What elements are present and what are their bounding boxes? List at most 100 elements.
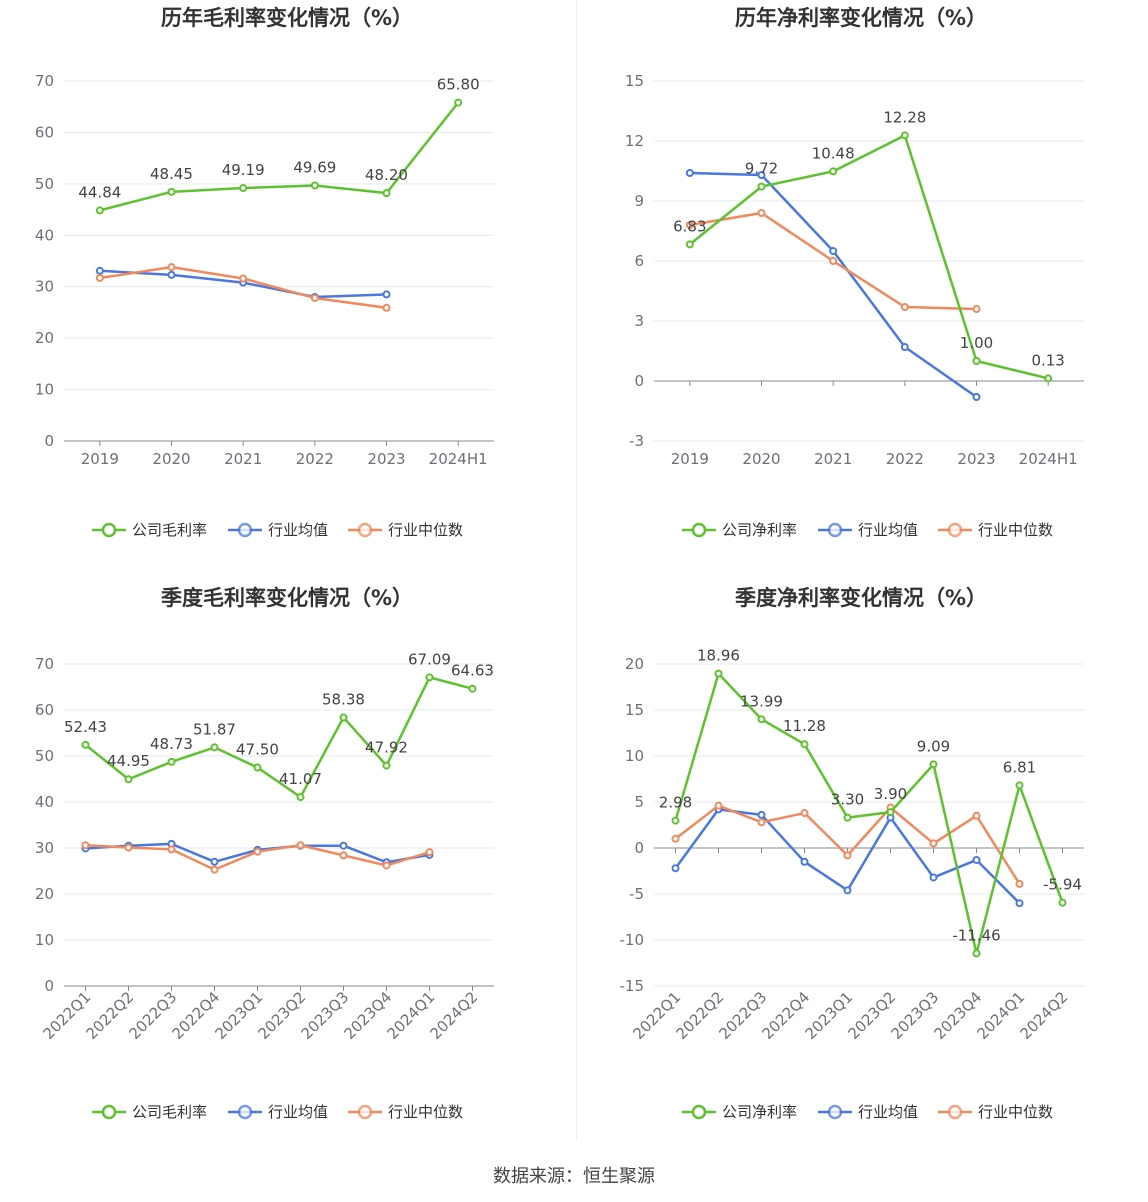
data-point bbox=[800, 857, 809, 866]
data-label: 47.50 bbox=[236, 741, 279, 759]
data-point bbox=[1058, 898, 1067, 907]
data-point bbox=[685, 169, 694, 177]
legend-swatch-marker bbox=[357, 1104, 373, 1120]
data-label: 64.63 bbox=[451, 662, 494, 680]
y-tick-label: 9 bbox=[634, 192, 644, 210]
data-point bbox=[929, 873, 938, 882]
data-point bbox=[829, 247, 838, 255]
y-tick-label: -5 bbox=[629, 885, 644, 903]
legend-label: 公司毛利率 bbox=[132, 521, 207, 539]
data-point bbox=[210, 865, 219, 874]
data-point bbox=[972, 305, 981, 313]
data-point bbox=[671, 864, 680, 873]
legend-label: 行业中位数 bbox=[978, 1103, 1053, 1121]
data-label: 6.81 bbox=[1003, 758, 1036, 776]
data-label: 58.38 bbox=[322, 690, 365, 708]
y-tick-label: 70 bbox=[35, 655, 54, 673]
data-point bbox=[239, 184, 248, 193]
series-line bbox=[674, 672, 1064, 955]
legend-swatch-marker bbox=[691, 522, 707, 538]
data-point bbox=[829, 257, 838, 265]
data-point bbox=[757, 715, 766, 724]
y-tick-label: 60 bbox=[35, 123, 54, 141]
data-point bbox=[253, 763, 262, 772]
x-tick-label: 2019 bbox=[81, 450, 119, 468]
data-label: 44.95 bbox=[107, 752, 150, 770]
data-point bbox=[95, 273, 104, 282]
y-tick-label: 50 bbox=[35, 747, 54, 765]
y-tick-label: -15 bbox=[620, 977, 645, 995]
x-tick-label: 2019 bbox=[671, 450, 709, 468]
data-point bbox=[900, 343, 909, 351]
data-point bbox=[468, 684, 477, 693]
data-label: 47.92 bbox=[365, 739, 408, 757]
data-source-footer: 数据来源：恒生聚源 bbox=[493, 1166, 655, 1187]
quarterly-gross-margin-chart-svg: 季度毛利率变化情况（%）0102030405060702022Q12022Q22… bbox=[35, 586, 494, 1121]
data-point bbox=[210, 857, 219, 866]
data-label: 41.07 bbox=[279, 770, 322, 788]
data-point bbox=[210, 743, 219, 752]
y-tick-label: 10 bbox=[625, 747, 644, 765]
data-point bbox=[900, 131, 909, 140]
chart-title: 季度净利率变化情况（%） bbox=[735, 586, 987, 610]
annual-gross-margin-chart-svg: 历年毛利率变化情况（%） 0 10 20 30 40 50 60 70 2019 2020 2021 2… bbox=[35, 6, 494, 539]
data-point bbox=[339, 841, 348, 850]
chart-title: 历年净利率变化情况（%） bbox=[735, 6, 987, 30]
legend-swatch-marker bbox=[237, 1104, 253, 1120]
legend-label: 行业均值 bbox=[268, 521, 328, 539]
data-point bbox=[310, 294, 319, 303]
data-point bbox=[1015, 781, 1024, 790]
y-tick-label: 20 bbox=[35, 885, 54, 903]
y-tick-label: 12 bbox=[625, 132, 644, 150]
x-tick-label: 2022 bbox=[296, 450, 334, 468]
x-tick-label: 2021 bbox=[224, 450, 262, 468]
data-label: 18.96 bbox=[697, 647, 740, 665]
annual-net-margin-chart-svg: 历年净利率变化情况（%） -3 0 3 6 9 12 15 2019 2020 2021 2022 20… bbox=[625, 6, 1084, 539]
data-label: -11.46 bbox=[952, 926, 1000, 944]
data-point bbox=[671, 834, 680, 843]
data-label: 48.20 bbox=[365, 166, 408, 184]
x-tick-label: 2020 bbox=[742, 450, 780, 468]
legend-swatch-marker bbox=[237, 522, 253, 538]
data-label: 48.73 bbox=[150, 735, 193, 753]
data-point bbox=[454, 98, 463, 107]
legend-swatch-marker bbox=[947, 1104, 963, 1120]
legend-label: 行业中位数 bbox=[388, 521, 463, 539]
data-point bbox=[714, 801, 723, 810]
data-point bbox=[167, 187, 176, 196]
data-point bbox=[95, 266, 104, 275]
x-tick-label: 2022 bbox=[886, 450, 924, 468]
series-line bbox=[689, 171, 978, 399]
data-label: 3.90 bbox=[874, 785, 907, 803]
legend-label: 行业均值 bbox=[268, 1103, 328, 1121]
data-point bbox=[929, 839, 938, 848]
y-tick-label: 70 bbox=[35, 72, 54, 90]
y-tick-label: 0 bbox=[44, 977, 54, 995]
y-tick-label: 10 bbox=[35, 381, 54, 399]
y-tick-label: 30 bbox=[35, 278, 54, 296]
legend-label: 公司净利率 bbox=[722, 521, 797, 539]
legend-label: 行业中位数 bbox=[978, 521, 1053, 539]
quarterly-net-margin-chart-svg: 季度净利率变化情况（%）-15-10-5051015202022Q12022Q2… bbox=[620, 586, 1084, 1121]
data-point bbox=[296, 841, 305, 850]
data-label: 49.19 bbox=[222, 161, 265, 179]
series-line bbox=[689, 134, 1049, 380]
data-point bbox=[95, 206, 104, 215]
data-label: 9.09 bbox=[917, 737, 950, 755]
legend-label: 公司毛利率 bbox=[132, 1103, 207, 1121]
data-point bbox=[972, 855, 981, 864]
data-label: 65.80 bbox=[437, 76, 480, 94]
y-tick-label: 20 bbox=[625, 655, 644, 673]
data-point bbox=[972, 393, 981, 401]
data-point bbox=[757, 818, 766, 827]
data-point bbox=[81, 740, 90, 749]
y-tick-label: 40 bbox=[35, 226, 54, 244]
data-point bbox=[1015, 899, 1024, 908]
data-label: 6.83 bbox=[673, 217, 706, 235]
data-label: 49.69 bbox=[293, 158, 336, 176]
y-tick-label: 0 bbox=[634, 372, 644, 390]
data-point bbox=[310, 181, 319, 190]
annual-gross-margin-chart: 历年毛利率变化情况（%） 0 10 20 30 40 50 60 70 2019 2020 2021 2… bbox=[0, 0, 574, 580]
y-tick-label: 15 bbox=[625, 701, 644, 719]
y-tick-label: 15 bbox=[625, 72, 644, 90]
